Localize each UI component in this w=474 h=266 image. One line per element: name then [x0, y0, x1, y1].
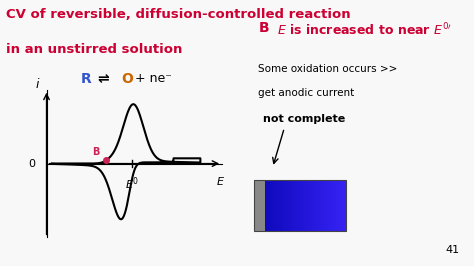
Text: ⇌: ⇌ [97, 72, 109, 86]
Text: B: B [92, 147, 99, 157]
Text: 0: 0 [29, 159, 36, 169]
Text: + ne⁻: + ne⁻ [135, 72, 172, 85]
Text: R: R [81, 72, 91, 86]
Text: CV of reversible, diffusion-controlled reaction: CV of reversible, diffusion-controlled r… [6, 8, 350, 21]
Text: $\it{E}$ is increased to near $\it{E}^{0\prime}$: $\it{E}$ is increased to near $\it{E}^{0… [277, 21, 452, 38]
Text: $i$: $i$ [35, 77, 40, 91]
Text: not complete: not complete [263, 114, 346, 124]
Text: $E$: $E$ [216, 176, 225, 188]
Text: O: O [121, 72, 133, 86]
Text: $E^0$: $E^0$ [125, 176, 139, 192]
Text: Some oxidation occurs >>: Some oxidation occurs >> [258, 64, 398, 74]
Text: get anodic current: get anodic current [258, 88, 355, 98]
Text: B: B [258, 21, 269, 35]
Text: in an unstirred solution: in an unstirred solution [6, 43, 182, 56]
Text: 41: 41 [446, 245, 460, 255]
